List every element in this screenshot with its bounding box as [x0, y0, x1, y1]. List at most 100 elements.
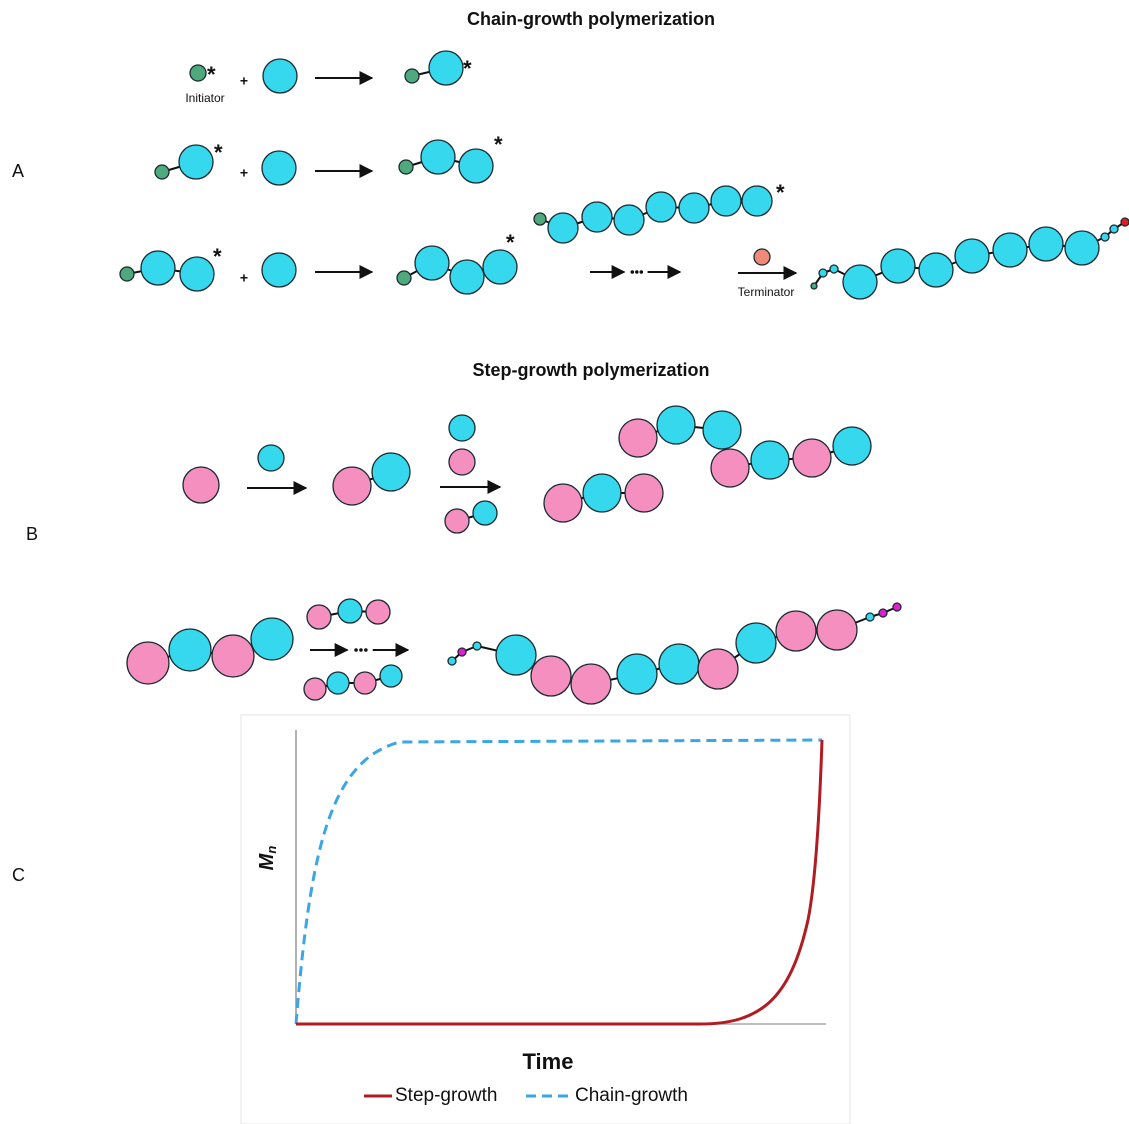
bead	[1109, 224, 1119, 234]
bead	[697, 648, 739, 690]
chain-growth-curve	[294, 738, 823, 1025]
bead	[753, 248, 771, 266]
legend-label: Step-growth	[395, 1085, 497, 1106]
asterisk: *	[213, 244, 222, 269]
bead	[818, 268, 828, 278]
bead	[810, 282, 818, 290]
bead	[257, 444, 285, 472]
bead	[262, 58, 298, 94]
beads-layer: * + * * + * * + * *	[119, 50, 1129, 705]
bead	[326, 671, 350, 695]
bead	[735, 622, 777, 664]
dot	[354, 648, 358, 652]
step-growth-curve	[296, 739, 824, 1026]
dot	[359, 648, 363, 652]
bead	[365, 599, 391, 625]
bead	[842, 264, 878, 300]
dot	[639, 270, 644, 274]
bead	[645, 191, 677, 223]
asterisk: *	[214, 140, 223, 165]
y-axis-title: Mn	[256, 846, 279, 871]
bead	[1120, 217, 1129, 227]
bead	[447, 656, 457, 666]
initiator-label: Initiator	[185, 91, 224, 105]
bead	[918, 252, 954, 288]
bead	[710, 185, 742, 217]
bead	[792, 438, 832, 478]
bead	[472, 500, 498, 526]
bead	[371, 452, 411, 492]
bead	[428, 50, 464, 86]
bead	[892, 602, 902, 612]
dot	[364, 648, 368, 652]
plus-sign: +	[240, 73, 248, 89]
panel-label: C	[12, 865, 25, 885]
bead	[1100, 232, 1110, 242]
asterisk: *	[506, 230, 515, 255]
bead	[303, 677, 327, 701]
bead	[816, 609, 858, 651]
dot	[635, 270, 639, 274]
bead	[379, 664, 403, 688]
bead	[261, 252, 297, 288]
bead	[337, 598, 363, 624]
bead	[658, 643, 700, 685]
bead	[472, 641, 482, 651]
bead	[616, 653, 658, 695]
bead	[656, 405, 696, 445]
panel-label: B	[26, 524, 38, 544]
bead	[353, 671, 377, 695]
bead	[126, 641, 170, 685]
bead	[119, 266, 135, 282]
bead	[624, 473, 664, 513]
x-axis-title: Time	[523, 1049, 574, 1074]
bead	[570, 663, 612, 705]
bead	[482, 249, 518, 285]
bead	[398, 159, 414, 175]
bead	[710, 448, 750, 488]
bead	[741, 185, 773, 217]
bead	[832, 426, 872, 466]
bead	[306, 604, 332, 630]
bead	[880, 248, 916, 284]
bead	[261, 150, 297, 186]
terminator-label: Terminator	[738, 285, 795, 299]
bead	[154, 164, 170, 180]
bead	[250, 617, 294, 661]
bead	[533, 212, 547, 226]
bead	[448, 414, 476, 442]
panel-a-title: Chain-growth polymerization	[467, 9, 715, 29]
bead	[332, 466, 372, 506]
bead	[168, 628, 212, 672]
dot	[630, 270, 635, 274]
bead	[404, 68, 420, 84]
bead	[396, 270, 412, 286]
y-axis-symbol: M	[256, 852, 278, 870]
bead	[1064, 230, 1100, 266]
bead	[678, 192, 710, 224]
bead	[702, 410, 742, 450]
plus-sign: +	[240, 165, 248, 181]
bead	[458, 148, 494, 184]
bead	[457, 647, 467, 657]
bead	[189, 64, 207, 82]
bead	[543, 483, 583, 523]
bead	[865, 612, 875, 622]
bead	[775, 610, 817, 652]
asterisk: *	[776, 180, 785, 205]
bead	[878, 608, 888, 618]
bead	[1028, 226, 1064, 262]
bead	[179, 256, 215, 292]
legend-label: Chain-growth	[575, 1085, 688, 1106]
plus-sign: +	[240, 270, 248, 286]
y-axis-subscript: n	[264, 846, 279, 854]
bead	[178, 144, 214, 180]
bead	[530, 655, 572, 697]
bead	[182, 466, 220, 504]
bead	[750, 440, 790, 480]
bead	[140, 250, 176, 286]
plot-frame	[240, 714, 851, 1124]
panel-b-title: Step-growth polymerization	[472, 360, 709, 380]
bead	[495, 634, 537, 676]
